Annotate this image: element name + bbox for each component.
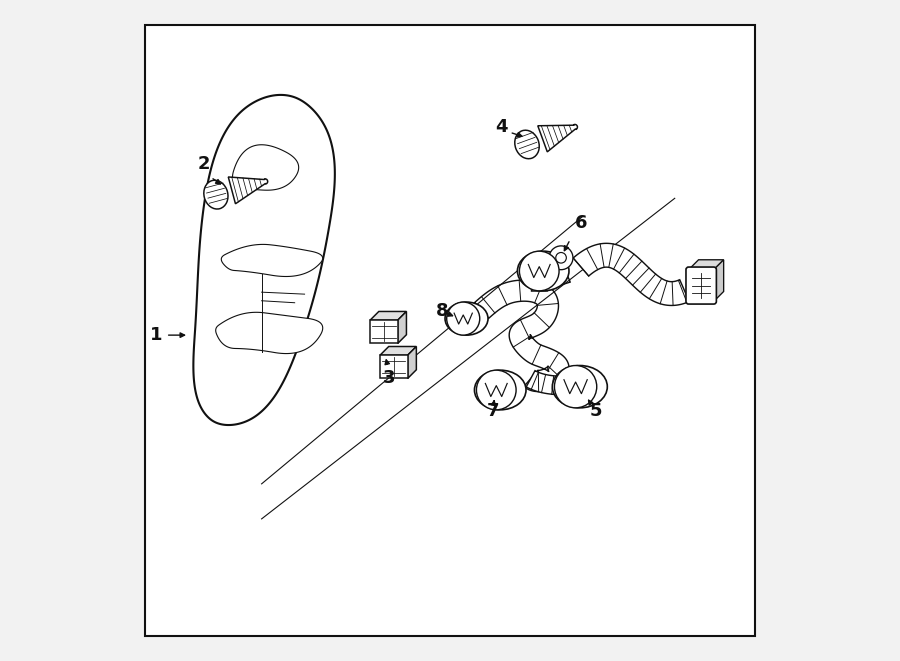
FancyBboxPatch shape (686, 267, 716, 304)
Polygon shape (408, 346, 417, 379)
Polygon shape (380, 346, 417, 355)
Ellipse shape (553, 366, 608, 408)
Ellipse shape (445, 302, 488, 335)
Ellipse shape (474, 370, 526, 410)
Polygon shape (532, 269, 571, 291)
Circle shape (549, 246, 573, 270)
Ellipse shape (515, 130, 539, 159)
Polygon shape (216, 312, 323, 354)
Polygon shape (398, 311, 407, 344)
Circle shape (476, 370, 516, 410)
Text: 3: 3 (382, 369, 395, 387)
Ellipse shape (203, 180, 228, 209)
Text: 4: 4 (495, 118, 508, 136)
Polygon shape (714, 260, 724, 301)
Circle shape (556, 253, 566, 263)
Text: 1: 1 (149, 326, 162, 344)
Polygon shape (526, 371, 576, 395)
Circle shape (519, 251, 559, 291)
Polygon shape (573, 243, 689, 305)
Circle shape (554, 366, 597, 408)
Bar (380, 355, 408, 379)
Polygon shape (221, 245, 323, 276)
Polygon shape (229, 177, 267, 204)
Polygon shape (538, 124, 578, 152)
Text: 2: 2 (198, 155, 211, 173)
Bar (370, 320, 398, 344)
Polygon shape (474, 280, 569, 391)
Circle shape (446, 302, 480, 335)
Polygon shape (232, 145, 299, 190)
Polygon shape (370, 311, 407, 320)
Text: 8: 8 (436, 301, 448, 320)
Polygon shape (194, 95, 335, 425)
Ellipse shape (518, 251, 569, 291)
Text: 6: 6 (574, 214, 587, 233)
Polygon shape (688, 260, 724, 270)
Text: 5: 5 (590, 402, 602, 420)
Text: 7: 7 (487, 402, 500, 420)
